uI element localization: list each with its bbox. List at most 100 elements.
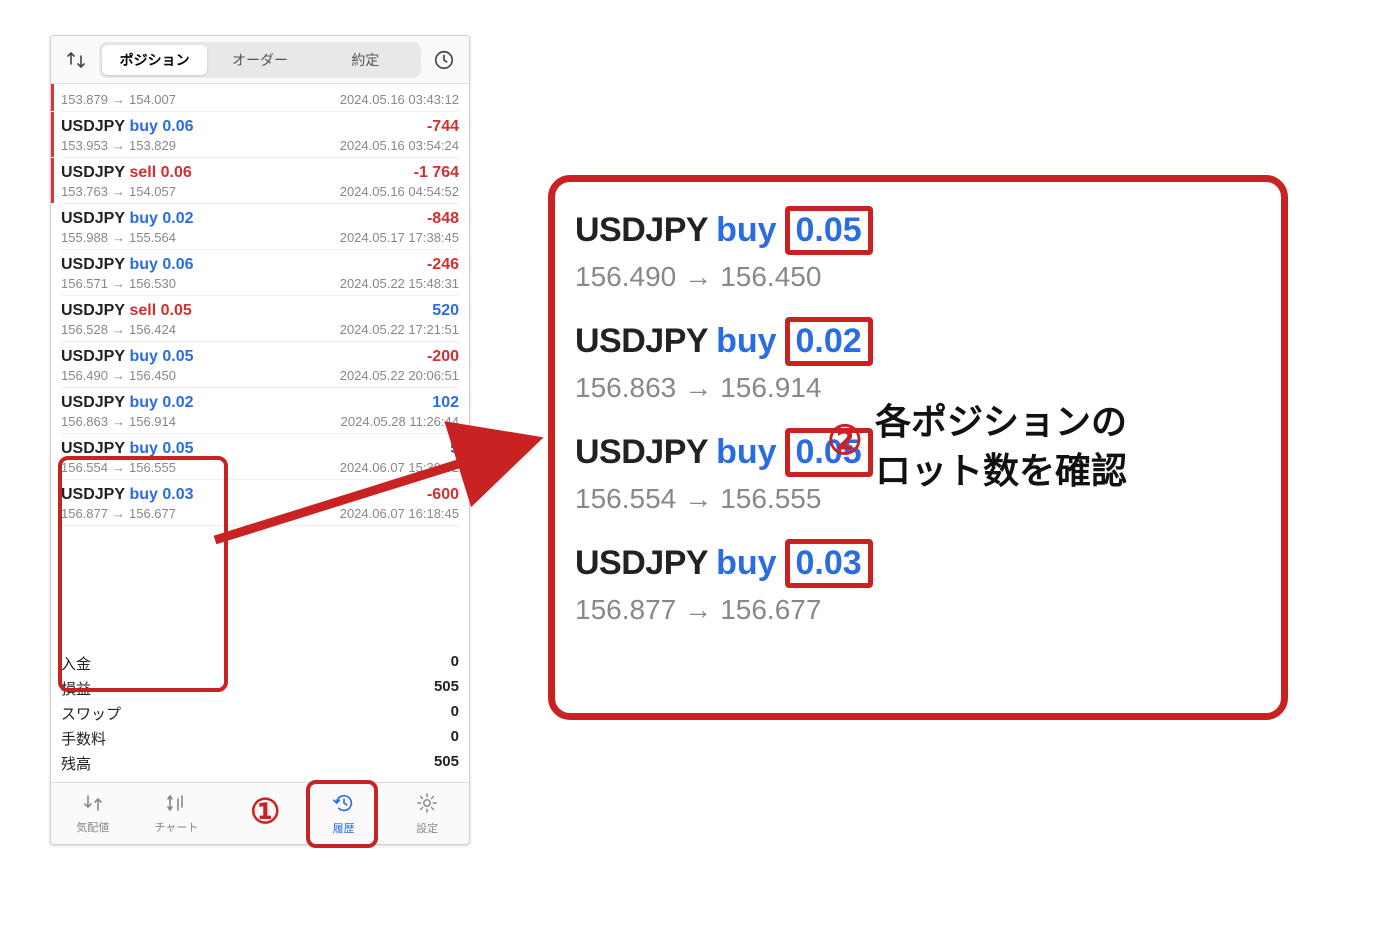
segment-control: ポジション オーダー 約定 [99,42,421,78]
symbol: USDJPY [61,440,125,457]
summary-value: 0 [451,728,459,749]
zoom-lot: 0.02 [796,322,862,360]
summary-row: 残高 505 [61,751,459,776]
position-row[interactable]: USDJPY sell 0.05 520 156.528→156.424 202… [61,296,459,342]
timestamp: 2024.06.07 15:39:02 [340,460,459,475]
prices: 156.877→156.677 [61,506,176,521]
timestamp: 2024.05.16 04:54:52 [340,184,459,199]
tab-label: チャート [154,819,198,835]
position-row[interactable]: USDJPY buy 0.03 -600 156.877→156.677 202… [61,480,459,526]
top-bar: ポジション オーダー 約定 [51,36,469,84]
pl-value: -600 [427,486,459,504]
zoom-lot-highlight: 0.02 [785,317,873,366]
positions-list[interactable]: 153.879→154.007 2024.05.16 03:43:12 USDJ… [51,84,469,647]
lot: 0.05 [161,302,192,319]
pl-value: -744 [427,118,459,136]
lot: 0.05 [162,440,193,457]
action: buy [129,118,157,135]
pl-value: -848 [427,210,459,228]
symbol: USDJPY [61,486,125,503]
summary-value: 505 [434,753,459,774]
summary-label: 残高 [61,753,91,774]
lot: 0.03 [162,486,193,503]
action: buy [129,210,157,227]
prices: 153.879→154.007 [61,92,176,107]
tab-履歴[interactable]: 履歴 [302,783,386,844]
tab-label: 気配値 [76,819,109,835]
action: buy [129,348,157,365]
summary-row: スワップ 0 [61,701,459,726]
zoom-prices: 156.877→156.677 [575,594,1261,626]
prices: 156.490→156.450 [61,368,176,383]
annotation-line1: 各ポジションの [875,401,1127,442]
position-row[interactable]: USDJPY buy 0.06 -744 153.953→153.829 202… [61,112,459,158]
tab-icon [416,792,438,818]
timestamp: 2024.06.07 16:18:45 [340,506,459,521]
action: buy [129,440,157,457]
sort-icon[interactable] [59,43,93,77]
pl-value: 520 [432,302,459,320]
phone-frame: ポジション オーダー 約定 153.879→154.007 2024.05.16… [50,35,470,845]
lot: 0.06 [162,118,193,135]
zoom-lot: 0.03 [796,544,862,582]
zoom-action: buy [716,211,776,250]
symbol: USDJPY [61,164,125,181]
zoom-lot: 0.05 [796,211,862,249]
symbol: USDJPY [61,256,125,273]
zoom-row: USDJPY buy 0.03 156.877→156.677 [575,539,1261,626]
zoom-symbol: USDJPY [575,544,708,583]
pl-value: -246 [427,256,459,274]
action: sell [129,302,156,319]
zoom-prices: 156.490→156.450 [575,261,1261,293]
position-row[interactable]: USDJPY sell 0.06 -1 764 153.763→154.057 … [61,158,459,204]
tab-チャート[interactable]: チャート [135,783,219,844]
position-row[interactable]: 153.879→154.007 2024.05.16 03:43:12 [61,84,459,112]
segment-orders[interactable]: オーダー [207,45,312,75]
summary-row: 入金 0 [61,651,459,676]
summary-label: 入金 [61,653,91,674]
zoom-lot-highlight: 0.03 [785,539,873,588]
prices: 153.763→154.057 [61,184,176,199]
position-row[interactable]: USDJPY buy 0.05 5 156.554→156.555 2024.0… [61,434,459,480]
action: buy [129,256,157,273]
position-row[interactable]: USDJPY buy 0.02 102 156.863→156.914 2024… [61,388,459,434]
tab-設定[interactable]: 設定 [385,783,469,844]
symbol: USDJPY [61,302,125,319]
timestamp: 2024.05.16 03:54:24 [340,138,459,153]
prices: 156.571→156.530 [61,276,176,291]
zoom-symbol: USDJPY [575,433,708,472]
position-row[interactable]: USDJPY buy 0.05 -200 156.490→156.450 202… [61,342,459,388]
lot: 0.02 [162,394,193,411]
pl-value: -1 764 [414,164,459,182]
position-row[interactable]: USDJPY buy 0.06 -246 156.571→156.530 202… [61,250,459,296]
summary-label: スワップ [61,703,121,724]
tab-icon [165,793,187,817]
zoom-action: buy [716,544,776,583]
position-row[interactable]: USDJPY buy 0.02 -848 155.988→155.564 202… [61,204,459,250]
step-1-number: ① [250,792,280,832]
annotation-line2: ロット数を確認 [875,450,1127,491]
lot: 0.05 [162,348,193,365]
zoom-row: USDJPY buy 0.02 156.863→156.914 [575,317,1261,404]
segment-deals[interactable]: 約定 [313,45,418,75]
segment-positions[interactable]: ポジション [102,45,207,75]
zoom-row: USDJPY buy 0.05 156.490→156.450 [575,206,1261,293]
prices: 156.528→156.424 [61,322,176,337]
zoom-symbol: USDJPY [575,322,708,361]
prices: 155.988→155.564 [61,230,176,245]
symbol: USDJPY [61,394,125,411]
symbol: USDJPY [61,118,125,135]
tab-気配値[interactable]: 気配値 [51,783,135,844]
summary-value: 0 [451,653,459,674]
step-2-number: ② [827,418,863,464]
action: buy [129,486,157,503]
summary-value: 0 [451,703,459,724]
symbol: USDJPY [61,348,125,365]
tab-label: 履歴 [333,820,355,836]
lot: 0.06 [162,256,193,273]
summary-row: 手数料0 [61,726,459,751]
timestamp: 2024.05.28 11:26:44 [341,414,459,429]
zoom-action: buy [716,433,776,472]
clock-icon[interactable] [427,43,461,77]
symbol: USDJPY [61,210,125,227]
